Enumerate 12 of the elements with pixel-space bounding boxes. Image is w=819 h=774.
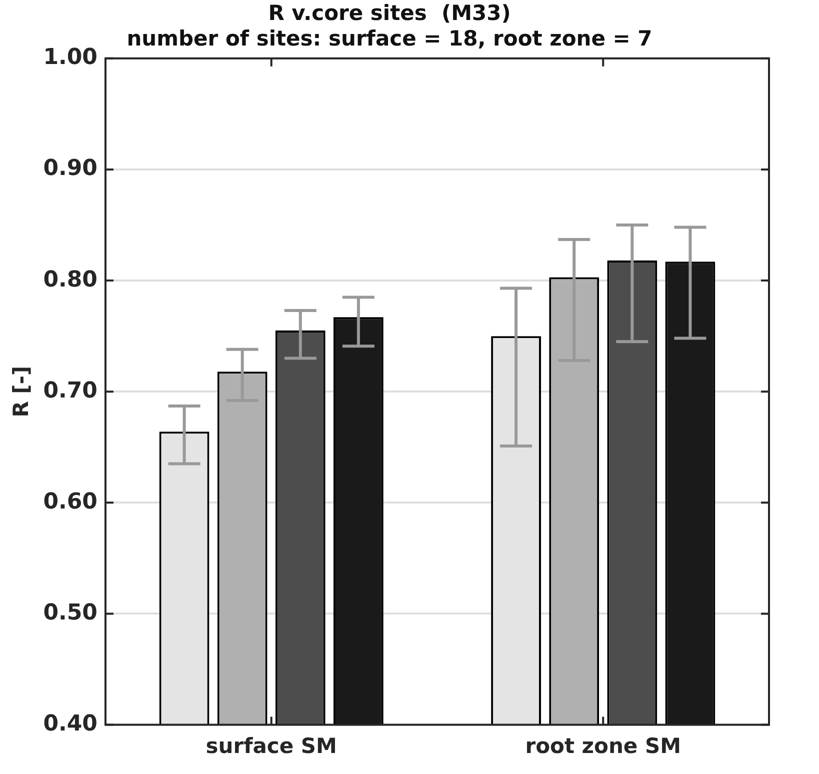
y-tick-label: 0.90: [43, 156, 98, 182]
x-tick-label: surface SM: [206, 734, 337, 758]
y-tick-label: 1.00: [43, 45, 98, 70]
x-tick-label: root zone SM: [525, 734, 681, 758]
y-tick-label: 0.60: [43, 489, 98, 514]
y-tick-label: 0.40: [43, 712, 98, 737]
chart-subtitle: number of sites: surface = 18, root zone = 7: [126, 26, 652, 50]
y-tick-label: 0.70: [43, 378, 98, 404]
chart-title: R v.core sites (M33): [268, 1, 511, 26]
y-axis-title: R [-]: [9, 366, 34, 418]
y-tick-label: 0.50: [43, 600, 98, 626]
y-tick-label: 0.80: [43, 267, 98, 292]
